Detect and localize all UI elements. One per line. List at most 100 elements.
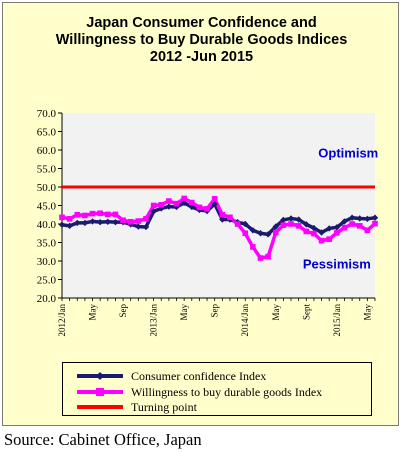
legend-item-turning-point: Turning point (63, 400, 371, 416)
x-axis: 2012/Jan May Sep 2013/Jan May Sep 2014/Jan May S… (57, 297, 376, 337)
willingness-point (74, 211, 81, 218)
consumer-confidence-point (257, 230, 264, 237)
willingness-point (127, 218, 134, 225)
y-tick-label: 50.0 (37, 182, 57, 194)
chart-title-line-3: 2012 -Jun 2015 (149, 49, 254, 65)
willingness-point (318, 237, 325, 244)
willingness-point (219, 211, 226, 218)
series-group (58, 185, 379, 261)
chart-title: Japan Consumer Confidence and Willingnes… (3, 15, 400, 66)
consumer-confidence-point (287, 215, 295, 222)
x-tick-label: 2012/Jan (57, 304, 67, 337)
willingness-point (265, 253, 271, 260)
consumer-confidence-point (310, 224, 318, 232)
legend-label-turning-point: Turning point (131, 400, 197, 414)
willingness-point (349, 221, 355, 227)
willingness-point (272, 229, 279, 236)
willingness-point (227, 214, 233, 221)
willingness-point (334, 230, 340, 236)
consumer-confidence-point (371, 214, 379, 221)
consumer-confidence-point (142, 223, 150, 231)
consumer-confidence-point (180, 199, 188, 207)
consumer-confidence-point (303, 221, 310, 228)
x-tick-label: May (88, 304, 98, 321)
y-tick-label: 65.0 (37, 127, 57, 139)
y-tick-label: 45.0 (37, 201, 57, 213)
consumer-confidence-point (96, 218, 104, 226)
willingness-point (364, 227, 371, 234)
legend-item-consumer-confidence: Consumer confidence Index (63, 369, 371, 385)
willingness-point (196, 204, 203, 211)
consumer-confidence-point (348, 214, 356, 221)
consumer-confidence-point (280, 216, 287, 224)
y-tick-label: 55.0 (37, 164, 57, 176)
consumer-confidence-point (325, 225, 333, 232)
x-tick-label: Sep (118, 304, 128, 318)
consumer-confidence-point (219, 216, 226, 223)
y-tick-label: 70.0 (37, 108, 57, 120)
consumer-confidence-point (81, 219, 89, 227)
consumer-confidence-point (112, 218, 119, 226)
consumer-confidence-point (104, 218, 112, 225)
willingness-point (173, 200, 180, 207)
y-tick-label: 60.0 (37, 145, 57, 157)
willingness-point (150, 202, 157, 209)
willingness-point (105, 211, 111, 218)
willingness-point (356, 223, 363, 229)
y-tick-label: 20.0 (37, 293, 57, 305)
x-tick-label: May (271, 304, 281, 321)
consumer-confidence-point (364, 215, 371, 223)
y-axis: 70.0 65.0 60.0 55.0 50.0 45.0 40.0 35.0 30.0 25.0… (37, 108, 63, 305)
willingness-point (211, 196, 218, 202)
willingness-point (311, 230, 317, 237)
consumer-confidence-point (165, 203, 173, 210)
consumer-confidence-point (242, 220, 249, 228)
annotation-optimism: Optimism (318, 145, 378, 160)
consumer-confidence-point (188, 203, 195, 211)
y-tick-label: 35.0 (37, 238, 57, 250)
willingness-point (204, 206, 210, 212)
willingness-point (257, 255, 264, 261)
legend-swatch-turning-point (77, 405, 123, 409)
legend-item-willingness: Willingness to buy durable goods Index (63, 385, 371, 401)
consumer-confidence-point (341, 218, 348, 225)
willingness-point (341, 224, 348, 231)
chart-title-line-2: Willingness to Buy Durable Goods Indices (55, 32, 348, 48)
willingness-point (181, 195, 187, 202)
consumer-confidence-point (264, 231, 272, 238)
y-tick-label: 30.0 (37, 256, 57, 268)
consumer-confidence-point (295, 216, 302, 223)
consumer-confidence-point (135, 223, 142, 230)
x-tick-label: 2015/Jan (332, 304, 342, 337)
x-tick-label: May (179, 304, 189, 321)
willingness-point (372, 220, 378, 227)
willingness-point (82, 212, 88, 219)
willingness-point (66, 216, 73, 222)
willingness-point (295, 223, 302, 229)
willingness-point (158, 201, 165, 208)
willingness-point (326, 236, 332, 242)
legend: Consumer confidence Index Willingness to… (62, 362, 372, 416)
willingness-point (59, 214, 65, 221)
legend-label-willingness: Willingness to buy durable goods Index (131, 385, 323, 399)
consumer-confidence-point (89, 218, 96, 225)
willingness-point (234, 221, 241, 227)
consumer-confidence-point (333, 224, 341, 231)
source-note: Source: Cabinet Office, Japan (4, 430, 202, 449)
willingness-point (112, 211, 119, 218)
willingness-point (120, 217, 126, 224)
willingness-point (89, 210, 96, 217)
willingness-point (188, 199, 195, 206)
x-tick-label: Sept (301, 304, 311, 321)
consumer-confidence-point (249, 227, 257, 234)
consumer-confidence-point (272, 223, 279, 230)
legend-swatch-consumer-confidence (77, 372, 123, 380)
chart-title-line-1: Japan Consumer Confidence and (86, 15, 317, 31)
consumer-confidence-point (58, 221, 66, 228)
x-tick-label: May (362, 304, 372, 321)
legend-swatch-willingness (77, 388, 123, 396)
consumer-confidence-point (150, 208, 157, 215)
willingness-point (280, 222, 287, 228)
willingness-point (97, 210, 103, 217)
